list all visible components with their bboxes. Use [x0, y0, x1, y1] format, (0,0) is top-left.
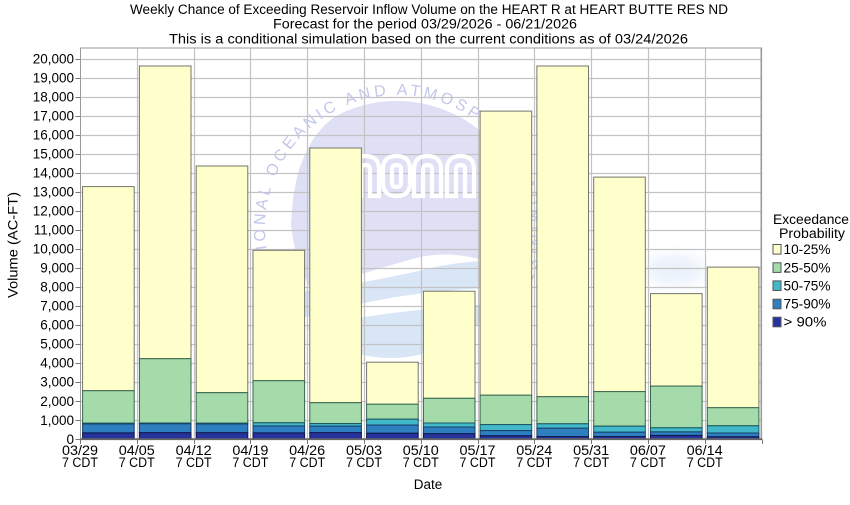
svg-text:Weekly Chance of Exceeding Res: Weekly Chance of Exceeding Reservoir Inf…: [130, 2, 728, 17]
svg-text:9,000: 9,000: [40, 261, 74, 276]
svg-text:12,000: 12,000: [33, 204, 74, 219]
svg-text:7 CDT: 7 CDT: [232, 455, 268, 470]
svg-text:7 CDT: 7 CDT: [176, 455, 212, 470]
svg-text:75-90%: 75-90%: [784, 297, 831, 312]
svg-text:50-75%: 50-75%: [784, 278, 831, 293]
svg-text:13,000: 13,000: [33, 185, 74, 200]
svg-text:04/12: 04/12: [176, 443, 212, 458]
svg-text:7 CDT: 7 CDT: [403, 455, 439, 470]
svg-text:7,000: 7,000: [40, 299, 74, 314]
svg-text:7 CDT: 7 CDT: [630, 455, 666, 470]
svg-text:Forecast for the period 03/29/: Forecast for the period 03/29/2026 - 06/…: [273, 17, 577, 32]
svg-text:5,000: 5,000: [40, 337, 74, 352]
svg-text:06/07: 06/07: [630, 443, 666, 458]
svg-text:Exceedance: Exceedance: [773, 212, 849, 227]
svg-text:Volume (AC-FT): Volume (AC-FT): [6, 192, 21, 298]
svg-text:Date: Date: [414, 477, 443, 492]
svg-text:15,000: 15,000: [33, 147, 74, 162]
svg-text:7 CDT: 7 CDT: [516, 455, 552, 470]
svg-text:8,000: 8,000: [40, 280, 74, 295]
svg-text:This is a conditional simulati: This is a conditional simulation based o…: [169, 32, 688, 47]
svg-text:05/17: 05/17: [460, 443, 496, 458]
svg-text:> 90%: > 90%: [784, 315, 827, 330]
svg-text:19,000: 19,000: [33, 70, 74, 85]
svg-text:05/31: 05/31: [573, 443, 609, 458]
svg-text:04/05: 04/05: [119, 443, 155, 458]
svg-text:10,000: 10,000: [33, 242, 74, 257]
svg-text:05/10: 05/10: [403, 443, 439, 458]
svg-text:18,000: 18,000: [33, 89, 74, 104]
svg-text:7 CDT: 7 CDT: [119, 455, 155, 470]
svg-text:7 CDT: 7 CDT: [460, 455, 496, 470]
svg-text:0: 0: [66, 432, 74, 447]
svg-text:10-25%: 10-25%: [784, 242, 831, 257]
svg-text:7 CDT: 7 CDT: [62, 455, 98, 470]
svg-text:16,000: 16,000: [33, 127, 74, 142]
svg-text:03/29: 03/29: [62, 443, 98, 458]
svg-text:4,000: 4,000: [40, 356, 74, 371]
svg-text:7 CDT: 7 CDT: [687, 455, 723, 470]
svg-text:17,000: 17,000: [33, 108, 74, 123]
svg-text:05/03: 05/03: [346, 443, 382, 458]
svg-text:05/24: 05/24: [516, 443, 553, 458]
svg-text:3,000: 3,000: [40, 375, 74, 390]
svg-text:2,000: 2,000: [40, 394, 74, 409]
svg-text:7 CDT: 7 CDT: [289, 455, 325, 470]
svg-text:11,000: 11,000: [34, 223, 74, 238]
svg-text:04/26: 04/26: [289, 443, 325, 458]
svg-text:1,000: 1,000: [40, 413, 74, 428]
svg-text:6,000: 6,000: [40, 318, 74, 333]
svg-text:25-50%: 25-50%: [784, 260, 831, 275]
svg-text:20,000: 20,000: [33, 51, 74, 66]
svg-text:Probability: Probability: [779, 226, 845, 241]
svg-text:06/14: 06/14: [687, 443, 724, 458]
svg-text:7 CDT: 7 CDT: [346, 455, 382, 470]
svg-text:04/19: 04/19: [232, 443, 268, 458]
svg-text:14,000: 14,000: [33, 166, 74, 181]
svg-text:7 CDT: 7 CDT: [573, 455, 609, 470]
